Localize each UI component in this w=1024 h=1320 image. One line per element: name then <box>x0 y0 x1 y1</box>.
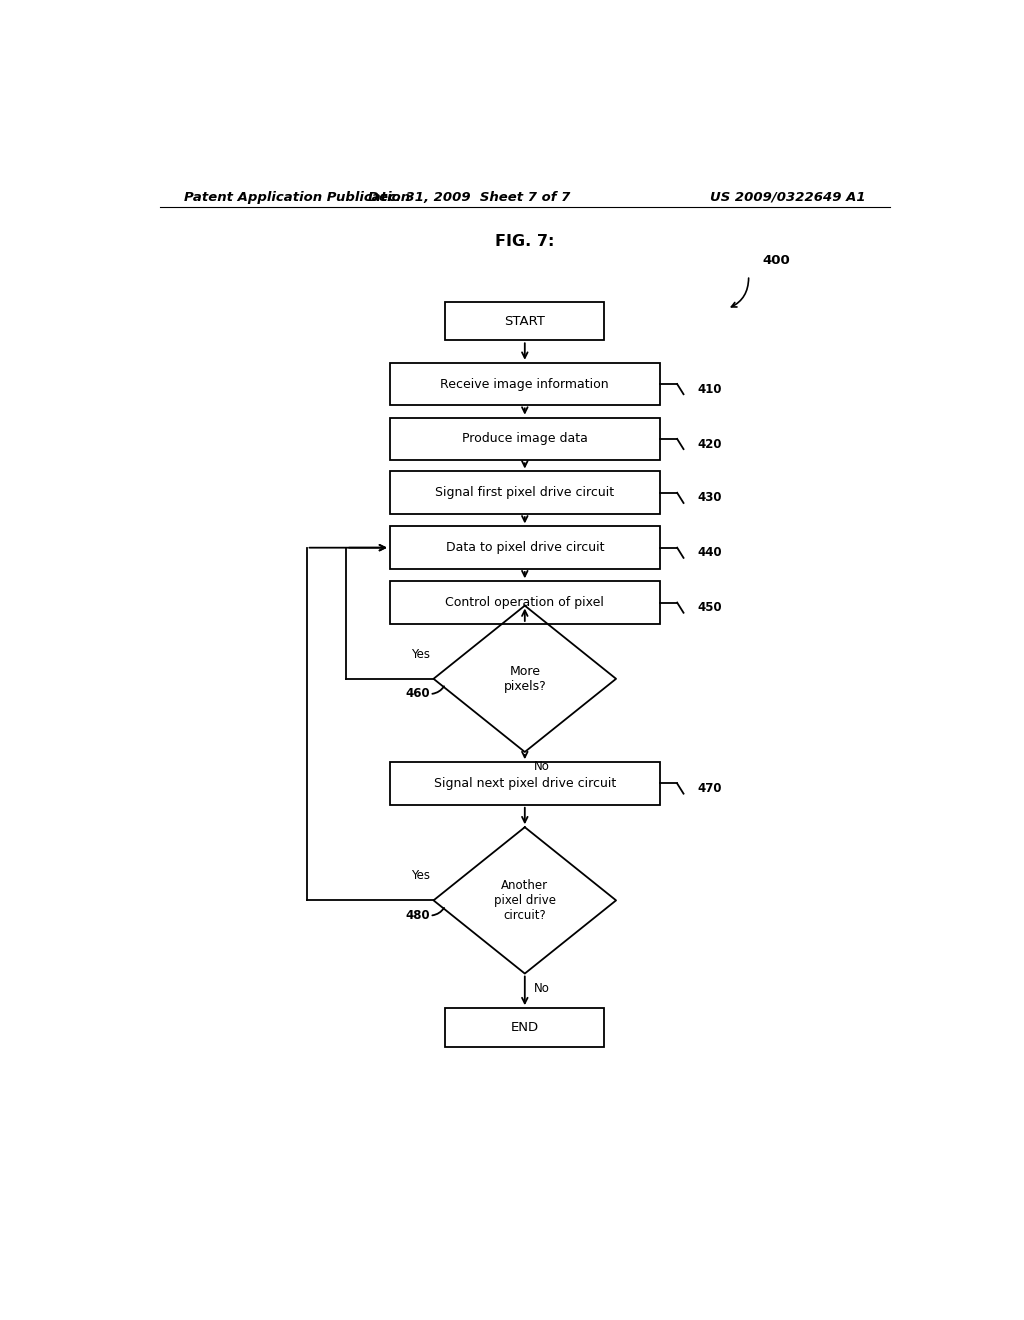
Text: 440: 440 <box>697 546 722 560</box>
Text: Patent Application Publication: Patent Application Publication <box>183 190 410 203</box>
Text: Yes: Yes <box>411 648 430 660</box>
Text: More
pixels?: More pixels? <box>504 665 546 693</box>
Bar <box>445 302 604 341</box>
Text: START: START <box>505 314 545 327</box>
Text: 480: 480 <box>404 908 430 921</box>
Text: END: END <box>511 1020 539 1034</box>
Text: 450: 450 <box>697 601 722 614</box>
Polygon shape <box>433 606 616 752</box>
Bar <box>445 1008 604 1047</box>
Bar <box>390 471 659 515</box>
Text: 400: 400 <box>763 253 791 267</box>
Bar <box>390 417 659 461</box>
Bar <box>390 527 659 569</box>
FancyArrowPatch shape <box>731 279 749 308</box>
Text: Signal next pixel drive circuit: Signal next pixel drive circuit <box>434 777 615 789</box>
Text: Signal first pixel drive circuit: Signal first pixel drive circuit <box>435 486 614 499</box>
Text: No: No <box>535 982 550 995</box>
Text: US 2009/0322649 A1: US 2009/0322649 A1 <box>711 190 866 203</box>
Bar <box>390 363 659 405</box>
Text: 430: 430 <box>697 491 722 504</box>
Text: No: No <box>535 760 550 774</box>
Text: Yes: Yes <box>411 869 430 882</box>
Text: FIG. 7:: FIG. 7: <box>496 234 554 249</box>
Bar <box>390 581 659 624</box>
Text: 420: 420 <box>697 437 722 450</box>
Text: 460: 460 <box>404 686 430 700</box>
Polygon shape <box>433 828 616 974</box>
Text: Receive image information: Receive image information <box>440 378 609 391</box>
Text: Another
pixel drive
circuit?: Another pixel drive circuit? <box>494 879 556 921</box>
Bar <box>390 762 659 805</box>
Text: 470: 470 <box>697 781 722 795</box>
Text: Produce image data: Produce image data <box>462 433 588 445</box>
Text: Dec. 31, 2009  Sheet 7 of 7: Dec. 31, 2009 Sheet 7 of 7 <box>368 190 570 203</box>
Text: 410: 410 <box>697 383 722 396</box>
Text: Control operation of pixel: Control operation of pixel <box>445 597 604 609</box>
Text: Data to pixel drive circuit: Data to pixel drive circuit <box>445 541 604 554</box>
